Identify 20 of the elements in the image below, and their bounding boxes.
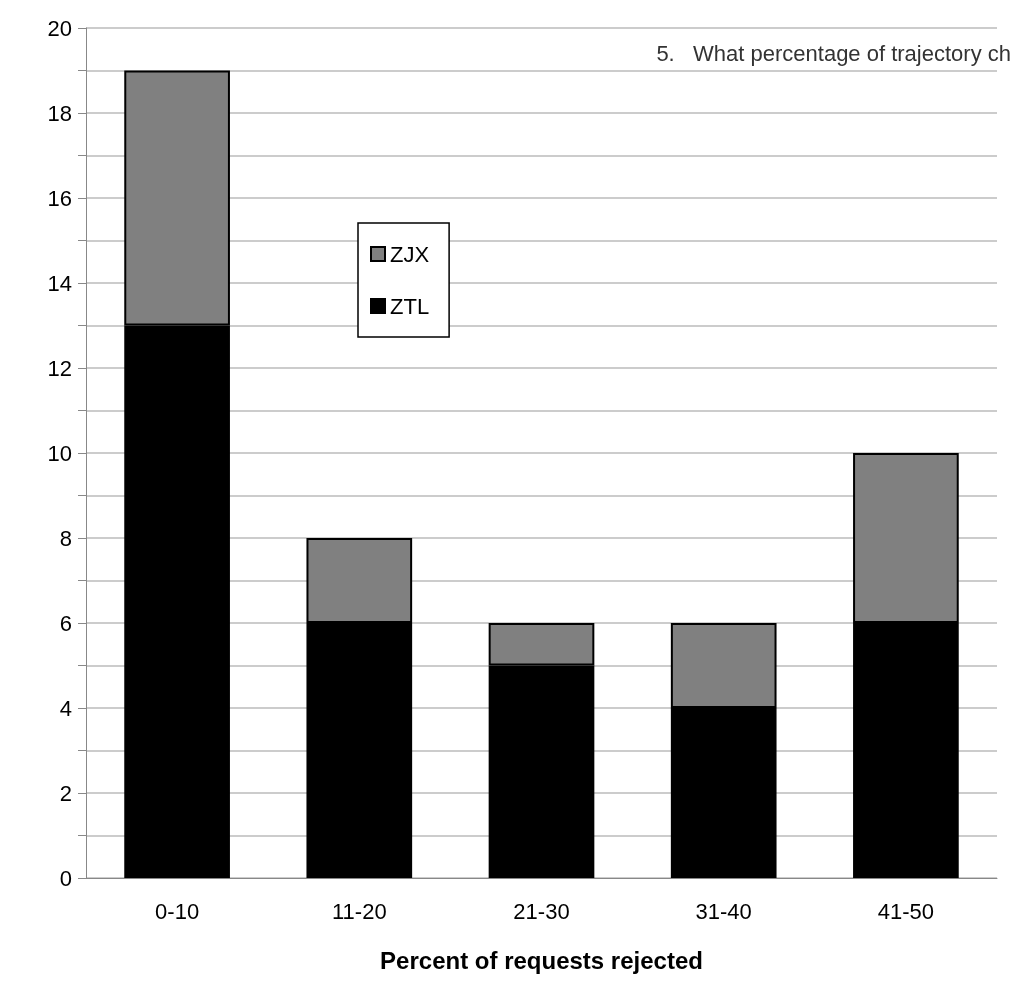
y-tick-label: 4	[59, 695, 72, 721]
y-tick-label: 20	[47, 15, 72, 41]
x-tick-label: 11-20	[331, 898, 387, 924]
x-tick-label: 21-30	[513, 898, 570, 924]
legend-label: ZJX	[390, 241, 430, 267]
annotation: 5. What percentage of trajectory ch	[656, 40, 1011, 66]
y-tick-label: 10	[47, 440, 72, 466]
y-tick-label: 18	[47, 100, 72, 126]
x-tick-label: 0-10	[155, 898, 200, 924]
x-tick-label: 41-50	[877, 898, 935, 924]
y-tick-label: 16	[47, 185, 72, 211]
y-tick-label: 0	[59, 865, 72, 891]
legend-label: ZTL	[390, 293, 430, 319]
y-tick-label: 6	[59, 610, 72, 636]
y-tick-label: 2	[59, 780, 72, 806]
x-axis-title: Percent of requests rejected	[380, 946, 703, 974]
y-tick-label: 12	[47, 355, 72, 381]
y-tick-label: 14	[47, 270, 72, 296]
y-tick-label: 8	[59, 525, 72, 551]
x-tick-label: 31-40	[695, 898, 752, 924]
